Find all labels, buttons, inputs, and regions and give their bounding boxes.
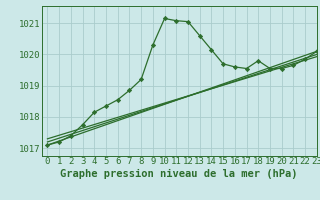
X-axis label: Graphe pression niveau de la mer (hPa): Graphe pression niveau de la mer (hPa) — [60, 169, 298, 179]
